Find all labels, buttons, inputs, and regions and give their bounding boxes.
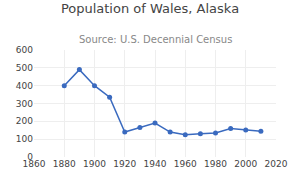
svg-text:1860: 1860 — [23, 159, 46, 169]
svg-text:1940: 1940 — [144, 159, 167, 169]
svg-text:Population of Wales, Alaska: Population of Wales, Alaska — [61, 1, 239, 16]
svg-text:200: 200 — [16, 116, 33, 126]
svg-text:100: 100 — [16, 134, 33, 144]
svg-text:1980: 1980 — [204, 159, 227, 169]
svg-text:2020: 2020 — [265, 159, 288, 169]
svg-text:600: 600 — [16, 45, 33, 55]
svg-text:1900: 1900 — [83, 159, 106, 169]
svg-text:Source: U.S. Decennial Census: Source: U.S. Decennial Census — [79, 34, 232, 45]
svg-text:500: 500 — [16, 63, 33, 73]
svg-text:1880: 1880 — [53, 159, 76, 169]
svg-text:1920: 1920 — [113, 159, 136, 169]
svg-text:0: 0 — [27, 152, 33, 162]
svg-text:1960: 1960 — [174, 159, 197, 169]
svg-text:2000: 2000 — [234, 159, 257, 169]
svg-text:400: 400 — [16, 81, 33, 91]
svg-text:300: 300 — [16, 99, 33, 109]
